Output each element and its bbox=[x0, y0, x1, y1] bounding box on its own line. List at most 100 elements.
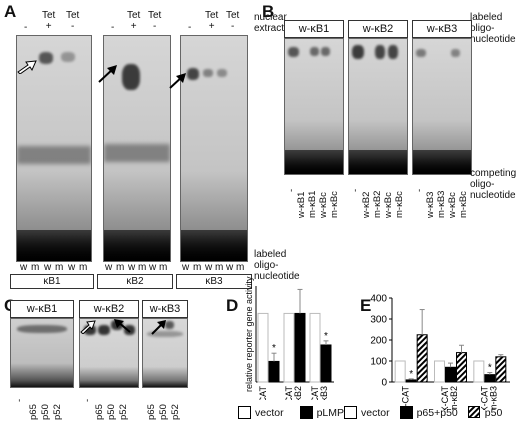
y-tick-label: 400 bbox=[370, 294, 387, 305]
antibody-label: p52 bbox=[170, 404, 181, 420]
gel-band bbox=[17, 325, 67, 333]
gel-c1 bbox=[10, 318, 74, 388]
bar-plmp1 bbox=[268, 360, 280, 383]
gel-free-probe bbox=[413, 149, 471, 174]
lane-label: m bbox=[116, 262, 125, 273]
gel-a2-header-1: - bbox=[111, 22, 115, 33]
bar-vector bbox=[283, 312, 295, 383]
gel-b1 bbox=[284, 38, 344, 175]
gel-band bbox=[61, 52, 75, 62]
gel-a2-header-2: Tet + bbox=[127, 10, 141, 32]
gel-band bbox=[165, 321, 174, 329]
category-label: pBAX-CAT bbox=[310, 385, 320, 400]
lane-label: w bbox=[182, 262, 190, 273]
competitor-label: m-κBc bbox=[394, 191, 405, 218]
category-label: m-κB3 bbox=[319, 386, 329, 400]
gel-band bbox=[388, 45, 398, 59]
gel-b2 bbox=[348, 38, 408, 175]
panel-b-labeled-oligo-label: labeled oligo- nucleotide bbox=[470, 12, 516, 45]
lane-label: w bbox=[205, 262, 213, 273]
bar-p65p50 bbox=[445, 366, 456, 383]
gel-a3-header-2: Tet + bbox=[205, 10, 219, 32]
chart-d-category-labels bbox=[250, 330, 340, 398]
y-tick-label: 0 bbox=[381, 378, 387, 389]
antibody-label: p65 bbox=[146, 404, 157, 420]
antibody-label: - bbox=[82, 398, 93, 402]
category-label: m-κB2 bbox=[449, 386, 459, 410]
gel-band bbox=[375, 45, 385, 59]
category-label: pBAX-CAT bbox=[479, 385, 489, 410]
category-label: pBAX-CAT bbox=[284, 385, 294, 400]
legend-label: vector bbox=[361, 406, 390, 419]
antibody-label: p50 bbox=[40, 404, 51, 420]
antibody-label: p52 bbox=[52, 404, 63, 420]
legend-swatch-plmp1 bbox=[299, 406, 313, 419]
gel-band bbox=[98, 325, 110, 335]
bar-p65p50 bbox=[405, 379, 417, 383]
panel-e-legend: vector p65+p50 p50 bbox=[344, 406, 502, 419]
gel-band bbox=[147, 331, 183, 337]
gel-a1-header-1: - bbox=[24, 22, 28, 33]
gel-a1 bbox=[16, 35, 92, 262]
competitor-label: m-κB2 bbox=[372, 190, 383, 218]
y-tick-label: 100 bbox=[370, 357, 387, 368]
arrow-icon bbox=[169, 73, 186, 89]
gel-band bbox=[352, 45, 364, 59]
gel-c1-name: w-κB1 bbox=[10, 300, 74, 318]
gel-b2-name: w-κB2 bbox=[348, 20, 408, 38]
antibody-label: p65 bbox=[28, 404, 39, 420]
significance-star: * bbox=[272, 343, 276, 354]
bar-vector bbox=[257, 312, 269, 383]
category-label: pBAX-CAT bbox=[401, 385, 411, 410]
gel-b3 bbox=[412, 38, 472, 175]
gel-free-probe bbox=[17, 229, 91, 261]
panel-a-labeled-oligo-label: labeled oligo- nucleotide bbox=[254, 249, 300, 282]
gel-band bbox=[288, 47, 299, 57]
gel-band bbox=[203, 69, 213, 77]
gel-band bbox=[122, 64, 140, 90]
gel-band bbox=[451, 49, 460, 57]
panel-a-nuclear-extract-label: nuclear extract bbox=[254, 12, 287, 34]
competitor-label: w-κB1 bbox=[296, 191, 307, 218]
lane-label: m bbox=[236, 262, 245, 273]
competitor-label: - bbox=[414, 188, 425, 192]
gel-a1-header-3: Tet - bbox=[66, 10, 80, 32]
panel-e-label: E bbox=[360, 296, 372, 315]
bar-vector bbox=[394, 360, 406, 383]
competitor-label: w-κB2 bbox=[361, 191, 372, 218]
arrow-icon bbox=[114, 319, 131, 333]
gel-free-probe bbox=[349, 149, 407, 174]
gel-a3-header-3: Tet - bbox=[226, 10, 240, 32]
arrow-icon bbox=[151, 320, 166, 335]
lane-label: m bbox=[55, 262, 64, 273]
open-arrow-icon bbox=[17, 60, 37, 74]
gel-band bbox=[321, 47, 330, 56]
gel-b1-name: w-κB1 bbox=[284, 20, 344, 38]
competitor-label: w-κBc bbox=[447, 192, 458, 218]
lane-label: w bbox=[128, 262, 136, 273]
gel-band bbox=[84, 325, 96, 335]
lane-label: w bbox=[68, 262, 76, 273]
bar-vector bbox=[434, 360, 445, 383]
gel-band bbox=[124, 325, 135, 335]
significance-star: * bbox=[409, 369, 413, 380]
category-label: pBAX-CAT bbox=[258, 385, 268, 400]
lane-label: w bbox=[44, 262, 52, 273]
gel-a2-header-3: Tet - bbox=[148, 10, 162, 32]
significance-star: * bbox=[324, 331, 328, 342]
y-tick-label: 300 bbox=[370, 315, 387, 326]
lane-label: m bbox=[215, 262, 224, 273]
bar-p65p50 bbox=[484, 374, 496, 383]
gel-c3 bbox=[142, 318, 188, 388]
legend-label: p50 bbox=[484, 406, 503, 419]
competitor-label: m-κBc bbox=[458, 191, 469, 218]
lane-label: m bbox=[159, 262, 168, 273]
category-label: m-κB3 bbox=[488, 386, 498, 410]
gel-band bbox=[39, 52, 53, 64]
competitor-label: m-κBc bbox=[329, 191, 340, 218]
gel-band bbox=[416, 49, 426, 57]
antibody-label: p65 bbox=[94, 404, 105, 420]
gel-a1-header-2: Tet + bbox=[42, 10, 56, 32]
